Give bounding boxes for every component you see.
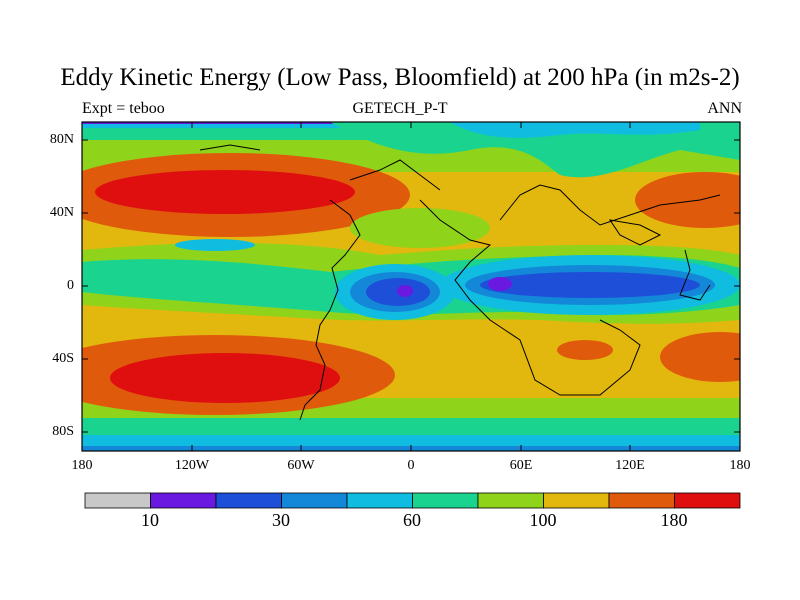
north-africa-green [350, 208, 490, 248]
arctic-teal-region [330, 122, 740, 178]
lat-label-80n: 80N [49, 132, 74, 147]
south-jet-core [110, 353, 340, 403]
colorbar-swatch [674, 492, 741, 509]
experiment-label: Expt = teboo [82, 100, 165, 117]
colorbar-swatch [608, 492, 675, 509]
south-east-jet [660, 332, 740, 382]
colorbar-label-100: 100 [529, 510, 557, 530]
lon-label-60e: 60E [509, 458, 533, 473]
lon-label-120e: 120E [615, 458, 645, 473]
contour-field [82, 122, 740, 451]
indo-pacific-minimum [488, 277, 512, 291]
lat-label-80s: 80S [52, 424, 74, 439]
axis-ticks [82, 122, 740, 451]
colorbar-swatch [477, 492, 544, 509]
lon-label-0: 0 [407, 458, 415, 473]
lat-label-40s: 40S [52, 351, 74, 366]
coastlines [199, 144, 721, 421]
colorbar-label-10: 10 [141, 510, 159, 530]
colorbar-swatch [346, 492, 413, 509]
plot-title: Eddy Kinetic Energy (Low Pass, Bloomfiel… [60, 64, 740, 91]
arctic-cyan-region [450, 122, 700, 138]
colorbar-swatch [215, 492, 282, 509]
east-pacific-patch [175, 239, 255, 251]
lon-label-60w: 60W [287, 458, 315, 473]
lat-label-0: 0 [67, 278, 74, 293]
season-label: ANN [707, 100, 742, 117]
lon-label-180w: 180 [71, 458, 93, 473]
north-jet-core [95, 170, 355, 214]
colorbar-swatch [412, 492, 479, 509]
atlantic-minimum [397, 285, 413, 297]
colorbar [84, 492, 741, 509]
colorbar-swatch [150, 492, 217, 509]
lon-label-120w: 120W [174, 458, 210, 473]
colorbar-label-180: 180 [660, 510, 688, 530]
indo-pacific-darkblue [480, 272, 700, 298]
colorbar-swatch [543, 492, 610, 509]
lat-label-40n: 40N [49, 205, 74, 220]
dataset-label: GETECH_P-T [352, 100, 448, 117]
colorbar-swatch [281, 492, 348, 509]
colorbar-label-30: 30 [272, 510, 290, 530]
colorbar-swatch [84, 492, 151, 509]
colorbar-label-60: 60 [403, 510, 421, 530]
south-mid-patch [557, 340, 613, 360]
lon-label-180e: 180 [729, 458, 751, 473]
north-east-jet [635, 172, 740, 228]
